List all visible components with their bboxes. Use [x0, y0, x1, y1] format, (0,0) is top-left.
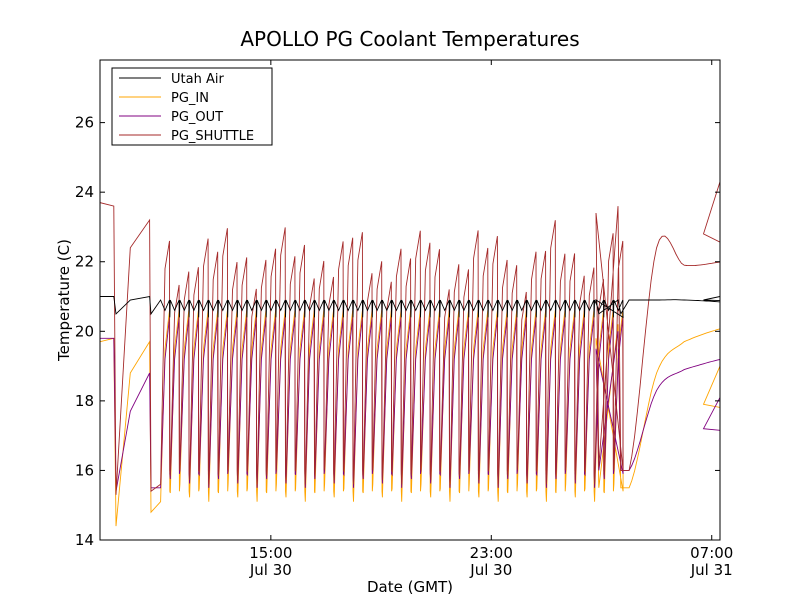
plot-frame	[99, 59, 721, 541]
x-tick-label-date: Jul 30	[469, 561, 512, 579]
y-tick-label: 14	[75, 531, 94, 549]
x-tick-label-date: Jul 31	[690, 561, 733, 579]
y-tick-label: 26	[75, 114, 94, 132]
series-line-pg-out	[100, 317, 720, 492]
x-tick-label-time: 15:00	[249, 544, 292, 562]
series-layer	[100, 181, 720, 527]
x-tick-label-date: Jul 30	[249, 561, 292, 579]
x-tick-label-time: 23:00	[470, 544, 513, 562]
series-line-utah-air	[100, 295, 720, 319]
series-line-pg-shuttle	[100, 181, 720, 495]
legend: Utah Air PG_IN PG_OUT PG_SHUTTLE	[111, 67, 273, 146]
y-axis-label: Temperature (C)	[55, 239, 73, 362]
chart-title: APOLLO PG Coolant Temperatures	[240, 27, 579, 51]
legend-label: Utah Air	[171, 72, 224, 87]
y-tick-label: 24	[75, 183, 94, 201]
series-line-pg-in	[100, 310, 720, 527]
y-tick-label: 18	[75, 392, 94, 410]
legend-label: PG_SHUTTLE	[171, 129, 254, 144]
x-tick-label-time: 07:00	[690, 544, 733, 562]
x-axis-label: Date (GMT)	[367, 578, 453, 596]
legend-label: PG_IN	[171, 91, 209, 106]
y-tick-label: 16	[75, 461, 94, 479]
y-tick-label: 20	[75, 322, 94, 340]
legend-label: PG_OUT	[171, 110, 223, 125]
y-tick-label: 22	[75, 253, 94, 271]
